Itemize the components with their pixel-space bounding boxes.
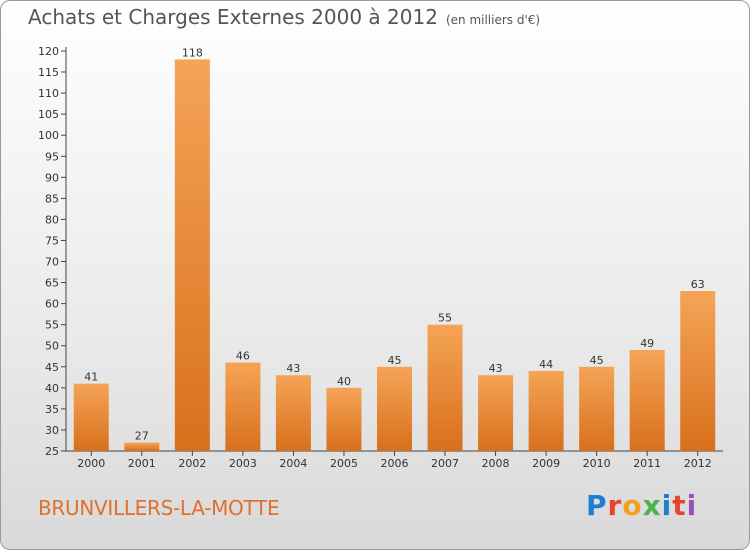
- x-tick-label: 2002: [178, 457, 206, 470]
- bar-2006: [377, 366, 412, 451]
- x-tick-label: 2008: [482, 457, 510, 470]
- bar-2002: [174, 59, 210, 451]
- bar-2000: [73, 383, 109, 451]
- y-tick-label: 55: [45, 319, 59, 332]
- chart-title: Achats et Charges Externes 2000 à 2012 (e…: [28, 5, 540, 29]
- y-tick-label: 50: [45, 340, 59, 353]
- bar-value-label: 41: [84, 371, 98, 384]
- chart-bars: 41 27 118 46 43 40 45 55 43 44 45 49 63: [73, 46, 716, 451]
- bar-value-label: 46: [236, 350, 250, 363]
- bar-2007: [427, 324, 463, 451]
- y-tick-label: 35: [45, 403, 59, 416]
- x-tick-label: 2004: [279, 457, 307, 470]
- bar-value-label: 44: [539, 358, 553, 371]
- x-tick-label: 2003: [229, 457, 257, 470]
- y-tick-label: 75: [45, 234, 59, 247]
- logo-letter: t: [672, 489, 687, 522]
- bar-2011: [629, 349, 665, 451]
- logo-letter: i: [661, 489, 673, 522]
- x-tick-label: 2011: [633, 457, 661, 470]
- y-tick-label: 45: [45, 361, 59, 374]
- y-tick-label: 30: [45, 424, 59, 437]
- x-tick-label: 2000: [77, 457, 105, 470]
- y-tick-label: 120: [38, 45, 59, 58]
- bar-value-label: 45: [590, 354, 604, 367]
- y-tick-label: 105: [38, 108, 59, 121]
- commune-name: BRUNVILLERS-LA-MOTTE: [38, 496, 280, 520]
- x-tick-label: 2010: [583, 457, 611, 470]
- logo-letter: r: [607, 489, 623, 522]
- y-tick-label: 60: [45, 298, 59, 311]
- y-tick-label: 25: [45, 445, 59, 458]
- y-tick-label: 95: [45, 150, 59, 163]
- y-tick-label: 100: [38, 129, 59, 142]
- y-tick-label: 110: [38, 87, 59, 100]
- y-tick-label: 70: [45, 256, 59, 269]
- logo-letter: x: [642, 489, 662, 522]
- bar-2012: [680, 291, 716, 451]
- bar-2010: [579, 366, 615, 451]
- y-tick-label: 80: [45, 213, 59, 226]
- bar-value-label: 43: [489, 362, 503, 375]
- chart-title-text: Achats et Charges Externes 2000 à 2012: [28, 5, 438, 29]
- x-tick-label: 2007: [431, 457, 459, 470]
- bar-value-label: 27: [135, 430, 149, 443]
- chart-unit: (en milliers d'€): [445, 13, 541, 27]
- bar-2008: [478, 375, 514, 451]
- bar-2004: [275, 375, 311, 451]
- bar-2003: [225, 362, 261, 451]
- x-tick-label: 2006: [381, 457, 409, 470]
- logo-letter: i: [686, 489, 698, 522]
- logo-letter: o: [622, 489, 643, 522]
- bar-value-label: 43: [286, 362, 300, 375]
- chart-axes: 25 30 35 40 45 50 55 60 65 70 75 80 85 90 95 100 105 110 1…: [38, 45, 723, 470]
- y-tick-label: 65: [45, 277, 59, 290]
- bar-2001: [124, 442, 160, 451]
- bar-value-label: 45: [388, 354, 402, 367]
- x-tick-label: 2001: [128, 457, 156, 470]
- bar-value-label: 55: [438, 312, 452, 325]
- bar-value-label: 118: [182, 46, 203, 59]
- proxiti-logo[interactable]: Proxiti: [586, 489, 697, 522]
- bar-2009: [528, 371, 564, 451]
- logo-letter: P: [586, 489, 608, 522]
- bar-value-label: 49: [640, 337, 654, 350]
- y-tick-label: 115: [38, 66, 59, 79]
- x-tick-label: 2005: [330, 457, 358, 470]
- x-tick-label: 2009: [532, 457, 560, 470]
- y-tick-label: 90: [45, 171, 59, 184]
- bar-value-label: 40: [337, 375, 351, 388]
- y-tick-label: 85: [45, 192, 59, 205]
- x-tick-label: 2012: [684, 457, 712, 470]
- bar-value-label: 63: [691, 278, 705, 291]
- y-tick-label: 40: [45, 382, 59, 395]
- bar-2005: [326, 387, 362, 451]
